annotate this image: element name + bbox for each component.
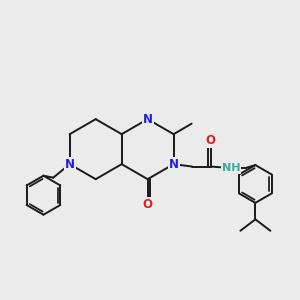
- Text: O: O: [206, 134, 216, 147]
- Text: N: N: [65, 158, 75, 171]
- Text: O: O: [142, 198, 153, 211]
- Text: N: N: [169, 158, 178, 171]
- Text: N: N: [142, 113, 153, 126]
- Text: NH: NH: [222, 163, 240, 173]
